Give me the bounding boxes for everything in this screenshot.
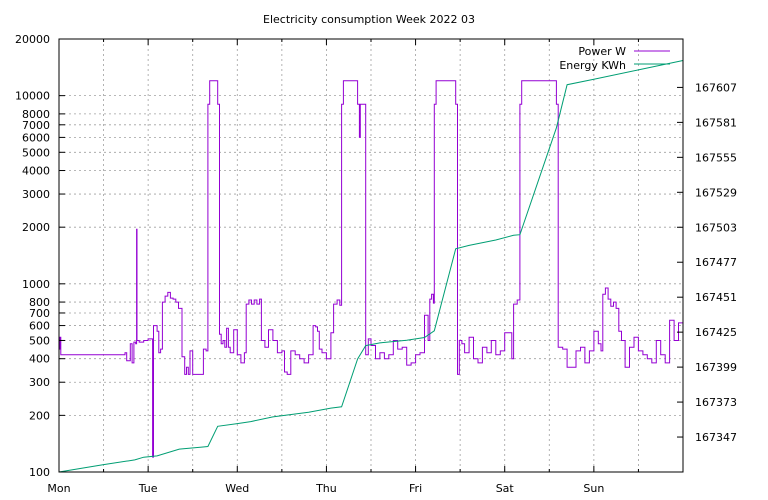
y-right-tick-label: 167581 xyxy=(695,116,737,129)
x-tick-label: Tue xyxy=(138,482,158,495)
y-left-tick-label: 4000 xyxy=(22,165,50,178)
y-left-tick-label: 500 xyxy=(29,334,50,347)
y-left-tick-label: 200 xyxy=(29,409,50,422)
y-right-tick-label: 167607 xyxy=(695,81,737,94)
grid-lines xyxy=(59,39,683,472)
y-right-tick-label: 167347 xyxy=(695,431,737,444)
y-right-tick-label: 167451 xyxy=(695,291,737,304)
x-tick-label: Thu xyxy=(315,482,337,495)
y-right-tick-label: 167503 xyxy=(695,221,737,234)
y-right-tick-label: 167477 xyxy=(695,256,737,269)
y-right-tick-label: 167555 xyxy=(695,151,737,164)
axis-ticks: Mon Tue Wed Thu Fri Sat Sun1002003004005006007… xyxy=(15,33,737,495)
y-left-tick-label: 600 xyxy=(29,320,50,333)
y-right-tick-label: 167529 xyxy=(695,186,737,199)
y-left-tick-label: 6000 xyxy=(22,131,50,144)
y-left-tick-label: 700 xyxy=(29,307,50,320)
y-left-tick-label: 10000 xyxy=(15,90,50,103)
y-left-tick-label: 100 xyxy=(29,466,50,479)
y-right-tick-label: 167373 xyxy=(695,396,737,409)
y-left-tick-label: 800 xyxy=(29,296,50,309)
series-line-energy-kwh xyxy=(58,60,684,473)
y-left-tick-label: 3000 xyxy=(22,188,50,201)
y-left-tick-label: 7000 xyxy=(22,119,50,132)
plot-marks xyxy=(58,60,684,473)
y-left-tick-label: 2000 xyxy=(22,221,50,234)
y-left-tick-label: 8000 xyxy=(22,108,50,121)
y-left-tick-label: 20000 xyxy=(15,33,50,46)
y-left-tick-label: 300 xyxy=(29,376,50,389)
y-left-tick-label: 1000 xyxy=(22,278,50,291)
legend: Power W Energy KWh xyxy=(559,45,670,72)
y-left-tick-label: 5000 xyxy=(22,146,50,159)
x-tick-label: Wed xyxy=(225,482,249,495)
x-tick-label: Fri xyxy=(409,482,422,495)
y-right-tick-label: 167425 xyxy=(695,326,737,339)
x-tick-label: Sun xyxy=(583,482,604,495)
series-line-power-w xyxy=(59,80,683,458)
y-right-tick-label: 167399 xyxy=(695,361,737,374)
x-tick-label: Mon xyxy=(47,482,70,495)
chart-title: Electricity consumption Week 2022 03 xyxy=(263,13,475,26)
x-tick-label: Sat xyxy=(496,482,515,495)
legend-energy-label: Energy KWh xyxy=(559,59,626,72)
legend-power-label: Power W xyxy=(578,45,626,58)
y-left-tick-label: 400 xyxy=(29,353,50,366)
